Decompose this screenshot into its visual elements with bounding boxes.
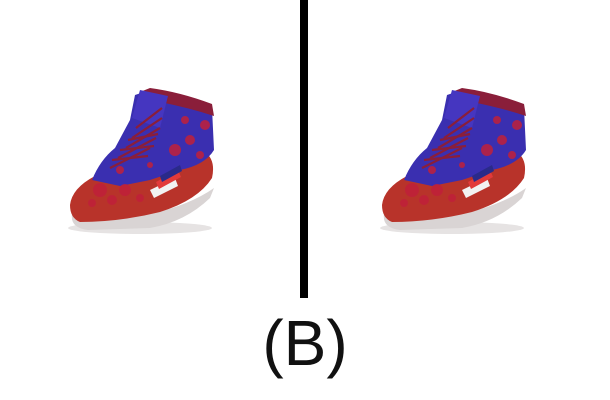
vertical-divider [300,0,308,298]
left-image-panel [0,0,300,300]
sneaker-left-image [68,88,214,234]
right-image-panel [307,0,607,300]
shoe-tongue [444,90,480,128]
shoe-stripe-white [150,178,178,198]
shoe-tongue [132,90,168,128]
shoe-stripe-blue [160,165,182,182]
shoe-stripe-white [462,178,490,198]
shoe-stripe-blue [472,165,494,182]
option-label: (B) [262,307,348,379]
sneaker-right-image [380,88,526,234]
